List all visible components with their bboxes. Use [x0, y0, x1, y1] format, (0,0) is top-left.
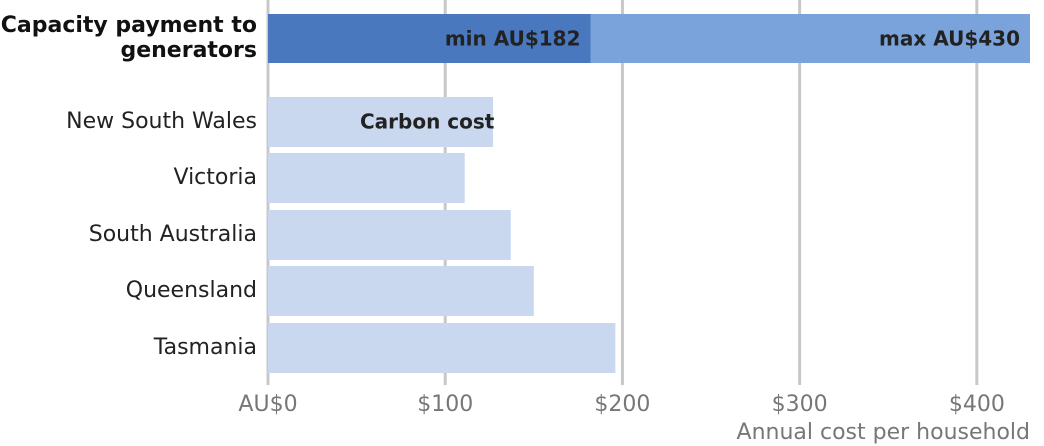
y-tick-label: South Australia: [89, 222, 257, 247]
value-label: max AU$430: [879, 27, 1020, 51]
x-tick-label: $100: [417, 392, 473, 417]
x-tick-label: AU$0: [238, 392, 297, 417]
y-tick-label: Queensland: [126, 278, 257, 303]
annotation: Carbon cost: [360, 110, 495, 134]
capacity-label: Capacity payment to: [1, 13, 257, 38]
bar: [268, 153, 465, 203]
x-tick-label: $400: [949, 392, 1005, 417]
x-tick-label: $300: [772, 392, 828, 417]
bar: [268, 97, 494, 147]
capacity-label: generators: [120, 38, 257, 63]
y-tick-label: Victoria: [174, 165, 258, 190]
x-axis-label: Annual cost per household: [737, 420, 1030, 445]
y-tick-label: Tasmania: [153, 335, 257, 360]
bar: [268, 210, 511, 260]
x-tick-label: $200: [594, 392, 650, 417]
y-tick-label: New South Wales: [66, 109, 257, 134]
bar: [268, 323, 616, 373]
capacity-bar: [268, 14, 591, 63]
bar: [268, 266, 534, 316]
value-label: min AU$182: [445, 27, 581, 51]
